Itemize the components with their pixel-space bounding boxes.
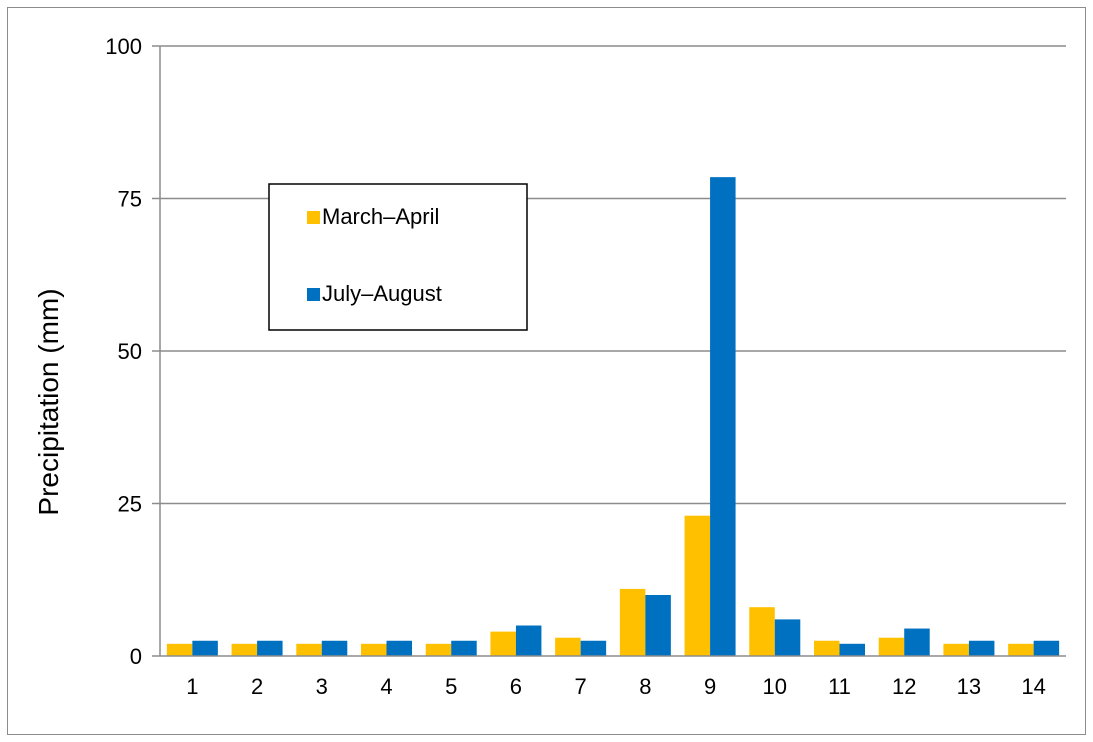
x-tick-label: 2 xyxy=(251,674,263,699)
y-tick-labels: 0 25 50 75 100 xyxy=(105,34,142,669)
bar xyxy=(684,515,711,656)
bar xyxy=(192,640,218,656)
bar xyxy=(710,177,736,656)
x-tick-label: 12 xyxy=(892,674,916,699)
axes xyxy=(152,45,1066,657)
bar xyxy=(425,643,452,656)
bar xyxy=(749,607,775,656)
bar xyxy=(645,595,671,656)
bar xyxy=(386,640,412,656)
x-tick-label: 1 xyxy=(186,674,198,699)
legend-label: March–April xyxy=(322,204,439,229)
x-tick-label: 7 xyxy=(575,674,587,699)
x-tick-label: 10 xyxy=(763,674,787,699)
y-tick-label: 0 xyxy=(130,644,142,669)
x-tick-label: 6 xyxy=(510,674,522,699)
bar xyxy=(814,640,840,656)
bar xyxy=(296,643,322,656)
bar xyxy=(619,588,646,656)
bar xyxy=(361,643,387,656)
x-tick-label: 11 xyxy=(828,674,851,699)
y-tick-label: 25 xyxy=(118,492,142,517)
bar xyxy=(1008,643,1034,656)
legend-swatch xyxy=(307,288,320,301)
bar xyxy=(878,637,905,656)
bar xyxy=(166,643,193,656)
bar xyxy=(555,637,581,656)
legend: March–April July–August xyxy=(268,183,528,331)
x-tick-label: 9 xyxy=(704,674,716,699)
bar xyxy=(451,640,477,656)
bar xyxy=(968,640,995,656)
y-axis-label: Precipitation (mm) xyxy=(33,288,64,515)
bar xyxy=(580,640,607,656)
y-tick-label: 100 xyxy=(105,34,142,59)
bar xyxy=(321,640,348,656)
bar xyxy=(943,643,969,656)
bar xyxy=(839,643,865,656)
x-tick-label: 4 xyxy=(380,674,392,699)
bar xyxy=(490,631,516,656)
x-tick-label: 14 xyxy=(1021,674,1045,699)
legend-label: July–August xyxy=(322,281,442,306)
bar xyxy=(515,625,542,656)
bar xyxy=(1033,640,1060,656)
x-tick-label: 13 xyxy=(957,674,981,699)
bar xyxy=(774,619,801,656)
x-tick-label: 3 xyxy=(316,674,328,699)
x-tick-label: 8 xyxy=(639,674,651,699)
bars xyxy=(166,177,1060,656)
bar xyxy=(257,640,283,656)
legend-box xyxy=(268,183,528,331)
y-tick-label: 75 xyxy=(118,187,142,212)
x-tick-label: 5 xyxy=(445,674,457,699)
legend-swatch xyxy=(307,211,320,224)
chart-frame xyxy=(7,7,1086,735)
x-tick-labels: 1 2 3 4 5 6 7 8 9 10 11 12 13 14 xyxy=(186,674,1046,699)
bar xyxy=(231,643,258,656)
bar xyxy=(904,628,930,656)
y-tick-label: 50 xyxy=(118,339,142,364)
